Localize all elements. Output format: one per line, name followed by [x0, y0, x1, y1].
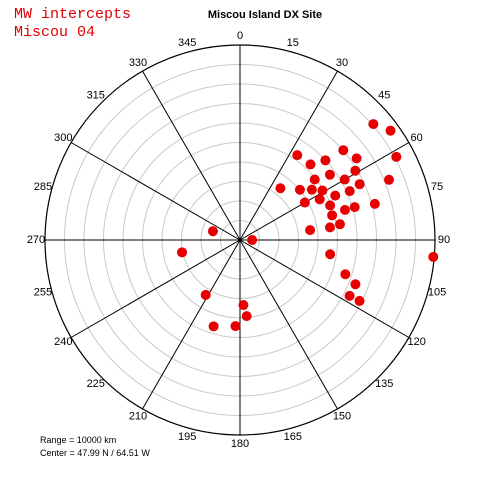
- center-note: Center = 47.99 N / 64.51 W: [40, 448, 150, 458]
- intercept-dot: [351, 153, 362, 164]
- bearing-label: 60: [411, 132, 423, 144]
- bearing-spoke: [70, 142, 241, 241]
- bearing-label: 345: [178, 37, 196, 49]
- bearing-label: 180: [231, 438, 249, 450]
- bearing-label: 285: [34, 181, 52, 193]
- range-note: Range = 10000 km: [40, 435, 116, 445]
- intercept-dot: [338, 145, 349, 156]
- bearing-label: 255: [34, 287, 52, 299]
- intercept-dot: [339, 204, 350, 215]
- bearing-spoke: [239, 239, 410, 338]
- intercept-dot: [325, 200, 336, 211]
- bearing-label: 270: [27, 234, 45, 246]
- bearing-label: 0: [237, 30, 243, 42]
- intercept-dot: [334, 219, 345, 230]
- intercept-dot: [340, 269, 351, 280]
- intercept-dot: [299, 197, 310, 208]
- intercept-dot: [208, 321, 219, 332]
- bearing-label: 150: [333, 411, 351, 423]
- bearing-label: 30: [336, 57, 348, 69]
- intercept-dot: [428, 251, 439, 262]
- bearing-label: 45: [378, 90, 390, 102]
- bearing-label: 135: [375, 378, 393, 390]
- intercept-dot: [305, 159, 316, 170]
- bearing-label: 195: [178, 431, 196, 443]
- intercept-dot: [305, 225, 316, 236]
- intercept-dot: [292, 150, 303, 161]
- bearing-spoke: [142, 70, 241, 241]
- intercept-dot: [354, 295, 365, 306]
- intercept-dot: [309, 174, 320, 185]
- bearing-spoke: [239, 239, 338, 410]
- intercept-dot: [369, 198, 380, 209]
- bearing-label: 240: [54, 336, 72, 348]
- intercept-dot: [325, 249, 336, 260]
- map-edge: [44, 44, 436, 436]
- intercept-dot: [200, 289, 211, 300]
- header-line: MW intercepts: [14, 6, 131, 23]
- bearing-label: 225: [87, 378, 105, 390]
- intercept-dot: [349, 202, 360, 213]
- bearing-spoke: [239, 70, 338, 241]
- intercept-dot: [230, 321, 241, 332]
- bearing-spoke: [142, 239, 241, 410]
- bearing-label: 75: [431, 181, 443, 193]
- bearing-label: 105: [428, 287, 446, 299]
- bearing-label: 15: [287, 37, 299, 49]
- intercept-dot: [344, 186, 355, 197]
- header-line: Miscou 04: [14, 24, 95, 41]
- bearing-label: 90: [438, 234, 450, 246]
- intercept-dot: [350, 279, 361, 290]
- intercept-dot: [241, 311, 252, 322]
- intercept-dot: [247, 235, 258, 245]
- intercept-dot: [238, 300, 249, 311]
- intercept-dot: [385, 125, 396, 136]
- bearing-label: 210: [129, 411, 147, 423]
- intercept-dot: [317, 185, 328, 196]
- intercept-dot: [177, 247, 188, 258]
- intercept-dot: [294, 184, 305, 195]
- intercept-dot: [327, 210, 338, 221]
- bearing-label: 330: [129, 57, 147, 69]
- intercept-dot: [354, 179, 365, 190]
- intercept-dot: [207, 226, 218, 237]
- intercept-dot: [314, 194, 325, 205]
- intercept-dot: [339, 174, 350, 185]
- bearing-label: 300: [54, 132, 72, 144]
- intercept-dot: [275, 183, 286, 194]
- intercept-dot: [344, 290, 355, 301]
- intercept-dot: [306, 184, 317, 195]
- intercept-dot: [330, 190, 341, 201]
- bearing-spoke: [70, 239, 241, 338]
- bearing-label: 315: [87, 90, 105, 102]
- intercept-dot: [320, 155, 331, 166]
- intercepts: [177, 119, 439, 332]
- intercept-dot: [350, 165, 361, 176]
- bearing-label: 165: [284, 431, 302, 443]
- intercept-dot: [391, 151, 402, 162]
- intercept-dot: [324, 222, 335, 233]
- map-title: Miscou Island DX Site: [208, 9, 322, 21]
- intercept-dot: [368, 119, 379, 130]
- bearing-label: 120: [407, 336, 425, 348]
- bearing-labels: 0 15 30 45 60 75 90 105 120 135 150 165 180 195 210 225…: [27, 30, 450, 450]
- intercept-dot: [324, 169, 335, 180]
- intercept-dot: [383, 174, 394, 185]
